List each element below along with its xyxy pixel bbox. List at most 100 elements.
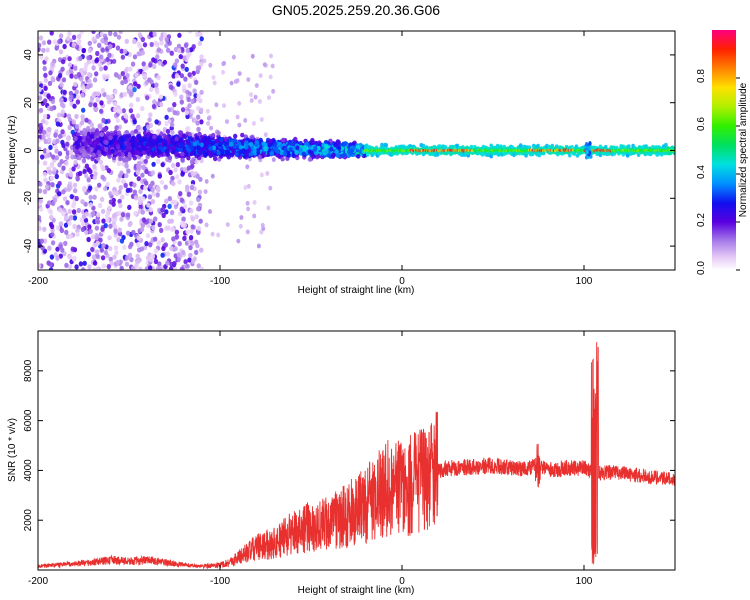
spectrogram-cell [180,157,185,163]
spectrogram-cell [145,95,150,101]
spectrogram-cell [79,67,84,74]
spectrogram-cell [59,82,64,88]
spectrogram-cell [384,143,389,148]
spectrogram-cell [38,86,42,93]
spectrogram-cell [176,252,181,258]
spectrogram-cell [132,54,138,60]
spectrogram-cell [91,36,96,42]
spectrogram-cell [94,131,100,137]
spectrogram-cell [90,246,95,252]
spectrogram-cell [102,75,107,81]
spectrogram-cell [60,247,65,253]
spectrogram-cell [587,145,591,150]
spectrogram-cell [135,113,141,119]
spectrogram-cell [95,240,100,246]
spectrogram-cell [62,89,67,95]
spectrogram-cell [44,56,49,62]
spectrogram-cell [144,241,149,247]
spectrogram-cell [196,229,201,236]
spectrogram-cell [92,194,97,200]
spectrogram-cell [101,166,106,172]
spectrogram-cell [211,152,217,158]
spectrogram-cell [231,54,236,60]
spectrogram-cell [229,80,234,86]
spectrogram-cell [101,117,106,123]
spectrogram-cell [149,41,154,48]
spectrogram-cell [155,54,160,60]
spectrogram-cell [61,142,66,149]
spectrogram-cell [60,66,65,72]
spectrogram-cell [164,114,169,120]
spectrogram-cell [55,246,60,252]
spectrogram-cell [187,72,192,78]
spectrogram-cell [124,173,129,179]
spectrogram-x-axis-title: Height of straight line (km) [298,285,415,296]
spectrogram-cell [78,170,83,176]
spectrogram-cell [225,222,230,228]
spectrogram-y-axis-title: Frequency (Hz) [7,116,18,185]
spectrogram-cell [172,110,177,116]
spectrogram-cell [75,142,81,148]
spectrogram-cell [130,137,135,143]
spectrogram-cell [189,208,194,214]
spectrogram-cell [237,71,242,76]
colorbar-tick-label: 0.0 [696,261,707,275]
spectrogram-cell [67,254,73,260]
snr-x-tick-label: -200 [28,576,48,587]
spectrogram-cell [260,222,265,228]
spectrogram-cell [208,62,213,68]
spectrogram-cell [187,83,192,89]
spectrogram-cell [148,265,153,270]
spectrogram-cell [84,117,89,123]
spectrogram-cell [107,205,112,211]
spectrogram-cell [117,227,122,233]
spectrogram-cell [158,94,164,100]
spectrogram-cell [73,65,78,71]
spectrogram-cell [216,150,221,156]
spectrogram-cell [145,233,151,239]
spectrogram-cell [137,195,143,202]
spectrogram-cell [206,121,211,126]
spectrogram-cell [75,94,81,100]
spectrogram-cell [130,130,135,136]
spectrogram-cell [204,222,209,228]
spectrogram-cell [130,148,135,154]
spectrogram-cell [96,144,101,150]
spectrogram-cell [170,199,175,205]
spectrogram-x-tick-label: -200 [28,276,48,287]
colorbar-label: Normalized spectral amplitude [738,82,749,217]
spectrogram-cell [283,147,288,153]
snr-x-tick-label: -100 [210,576,230,587]
spectrogram-cell [69,194,75,200]
spectrogram-cell [142,146,148,152]
spectrogram-cell [42,226,47,232]
spectrogram-cell [149,79,154,85]
spectrogram-cell [95,97,100,103]
spectrogram-cell [72,223,77,230]
spectrogram-cell [280,156,285,162]
spectrogram-cell [76,38,82,45]
spectrogram-cell [333,142,338,148]
spectrogram-cell [160,162,165,168]
spectrogram-y-tick-label: 20 [23,97,34,109]
spectrogram-cell [97,182,102,188]
spectrogram-cell [45,47,50,53]
spectrogram-cell [91,152,96,158]
spectrogram-cell [187,131,192,137]
spectrogram-cell [108,256,114,262]
spectrogram-cell [245,200,250,206]
spectrogram-cell [585,149,589,155]
spectrogram-cell [83,128,89,134]
colorbar-tick-label: 0.8 [696,69,707,83]
spectrogram-cell [324,149,329,154]
spectrogram-cell [355,144,361,150]
spectrogram-cell [100,47,106,53]
spectrogram-cell [105,56,110,63]
spectrogram-cell [65,141,70,147]
spectrogram-cell [86,83,91,89]
spectrogram-cell [164,225,169,231]
spectrogram-cell [71,34,77,41]
spectrogram-cell [104,146,109,151]
spectrogram-cell [94,71,99,77]
